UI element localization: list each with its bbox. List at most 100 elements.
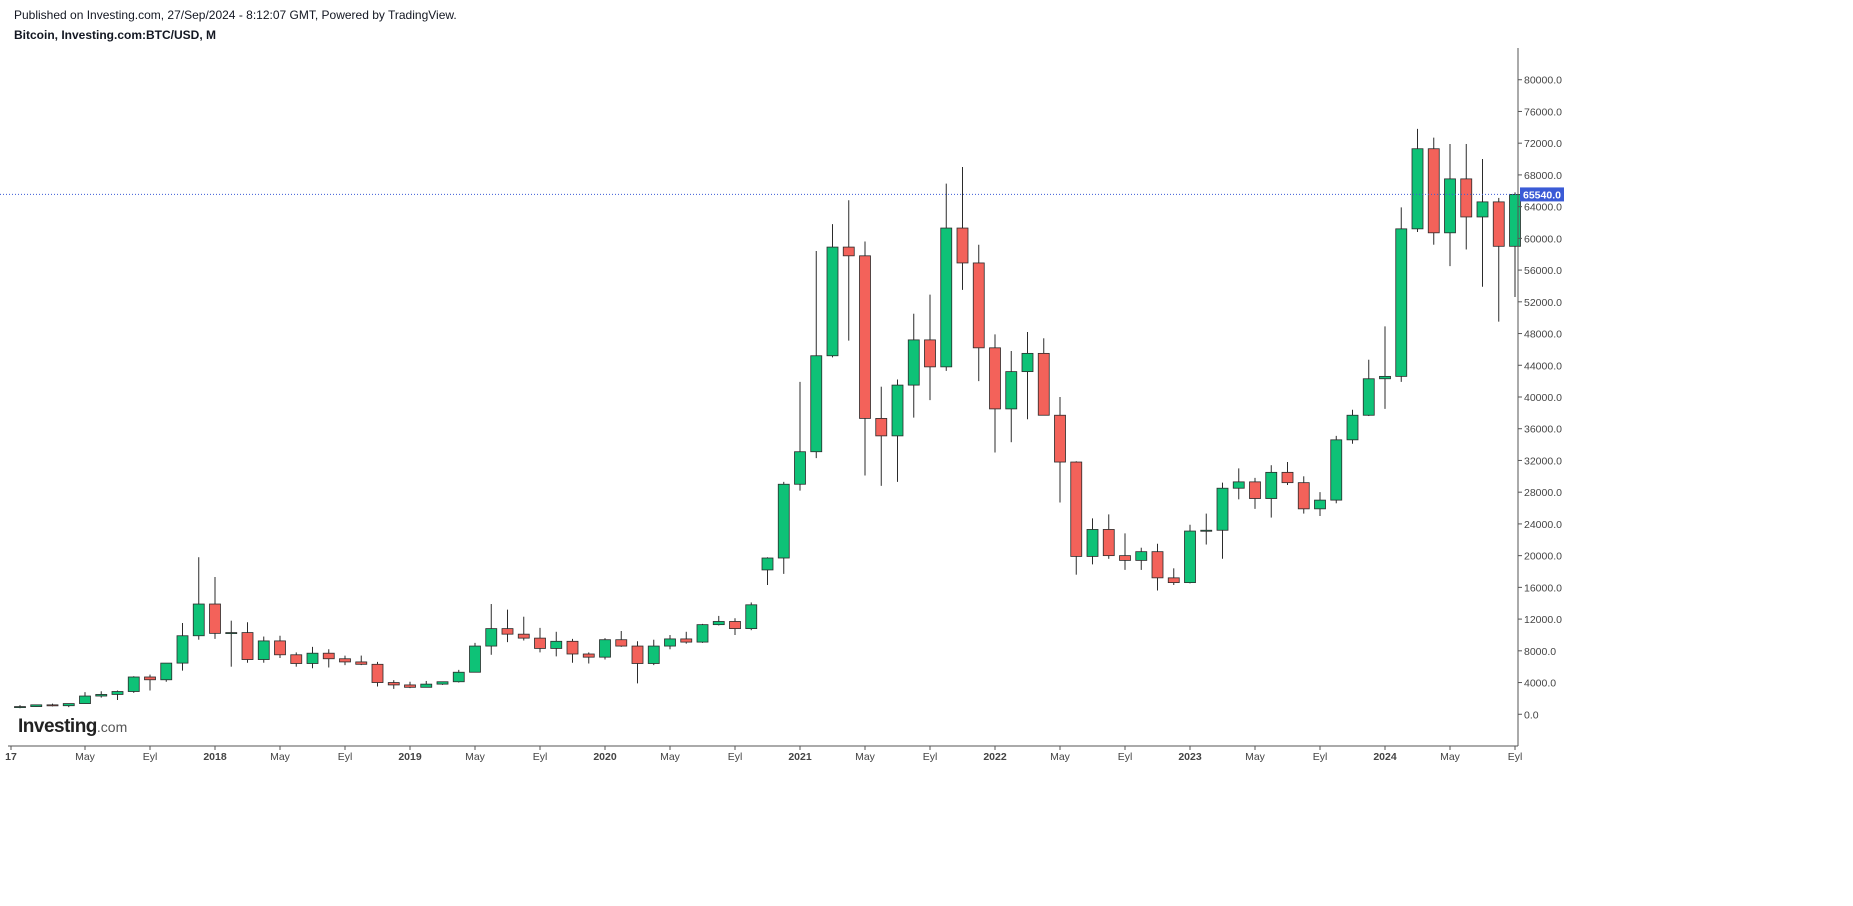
candle[interactable] — [566, 638, 579, 663]
candle[interactable] — [1346, 409, 1359, 444]
candle[interactable] — [1086, 518, 1099, 565]
candle[interactable] — [111, 690, 124, 700]
candle[interactable] — [712, 615, 725, 626]
candle-body-down — [46, 704, 59, 707]
candle[interactable] — [339, 655, 351, 666]
candle[interactable] — [30, 704, 43, 707]
candle[interactable] — [46, 703, 59, 707]
candle[interactable] — [387, 680, 400, 689]
candle[interactable] — [1330, 435, 1343, 504]
candle-body-up — [907, 339, 920, 386]
candle[interactable] — [647, 639, 660, 666]
candle[interactable] — [225, 620, 238, 667]
candle[interactable] — [534, 627, 546, 653]
candle[interactable] — [517, 616, 530, 641]
candle[interactable] — [940, 183, 953, 371]
candle[interactable] — [859, 241, 871, 476]
candle[interactable] — [1037, 338, 1050, 416]
candle[interactable] — [1005, 350, 1018, 443]
candle[interactable] — [696, 623, 709, 643]
candle[interactable] — [371, 661, 384, 687]
candle[interactable] — [1249, 477, 1261, 509]
candle[interactable] — [1054, 397, 1066, 503]
candle[interactable] — [322, 649, 335, 668]
y-tick-label: 64000.0 — [1524, 202, 1562, 214]
candle[interactable] — [1102, 514, 1115, 559]
candle[interactable] — [436, 681, 449, 685]
candle[interactable] — [1314, 492, 1326, 516]
candle[interactable] — [95, 691, 108, 698]
candle[interactable] — [79, 692, 91, 704]
candle[interactable] — [176, 623, 189, 671]
candle[interactable] — [1362, 359, 1375, 417]
candle[interactable] — [582, 652, 595, 664]
candle[interactable] — [127, 676, 140, 693]
candle[interactable] — [1281, 462, 1294, 486]
candle[interactable] — [144, 674, 156, 691]
candle[interactable] — [810, 251, 823, 459]
candle[interactable] — [1232, 468, 1245, 500]
candle[interactable] — [664, 634, 676, 650]
candle[interactable] — [1167, 568, 1180, 585]
candle[interactable] — [826, 224, 839, 358]
candle[interactable] — [274, 635, 286, 658]
candle[interactable] — [192, 557, 205, 640]
candle[interactable] — [1184, 524, 1196, 584]
candle[interactable] — [1444, 143, 1456, 267]
candle[interactable] — [680, 631, 693, 644]
candle[interactable] — [469, 642, 481, 673]
candle[interactable] — [615, 630, 628, 647]
candle[interactable] — [452, 669, 465, 683]
candle[interactable] — [1151, 543, 1164, 591]
x-tick-label: Eyl — [728, 751, 743, 763]
candle[interactable] — [420, 680, 433, 688]
candle[interactable] — [241, 622, 254, 663]
candle[interactable] — [924, 294, 936, 401]
candle[interactable] — [794, 381, 806, 491]
candle[interactable] — [62, 703, 75, 708]
candle[interactable] — [761, 557, 774, 585]
candle[interactable] — [550, 631, 563, 657]
candle[interactable] — [989, 334, 1001, 453]
candle[interactable] — [972, 244, 985, 382]
candle[interactable] — [290, 652, 303, 667]
candle[interactable] — [404, 681, 416, 689]
candle[interactable] — [875, 386, 888, 486]
candle[interactable] — [891, 379, 904, 482]
candle[interactable] — [842, 200, 855, 341]
candle-body-down — [566, 640, 579, 655]
candle[interactable] — [631, 641, 644, 684]
candle[interactable] — [1200, 513, 1213, 545]
candle[interactable] — [1216, 482, 1229, 559]
candle[interactable] — [745, 602, 758, 631]
candle[interactable] — [160, 662, 173, 682]
candle[interactable] — [1379, 326, 1391, 409]
candle[interactable] — [501, 609, 514, 643]
chart-header: Published on Investing.com, 27/Sep/2024 … — [14, 8, 457, 42]
candle[interactable] — [777, 481, 790, 574]
candle[interactable] — [1476, 159, 1489, 287]
candle[interactable] — [1460, 143, 1473, 250]
candle[interactable] — [485, 604, 498, 655]
candle[interactable] — [14, 705, 26, 709]
candle[interactable] — [907, 313, 920, 418]
candle[interactable] — [1021, 331, 1034, 420]
candle[interactable] — [1135, 547, 1148, 570]
candle[interactable] — [1411, 128, 1424, 233]
candle[interactable] — [1395, 207, 1408, 382]
candle[interactable] — [209, 577, 221, 639]
candle[interactable] — [1119, 533, 1131, 570]
candle[interactable] — [1427, 137, 1440, 245]
candle[interactable] — [599, 638, 611, 660]
candle[interactable] — [306, 646, 319, 669]
candle[interactable] — [1492, 197, 1505, 322]
candle[interactable] — [1297, 476, 1310, 514]
candle[interactable] — [729, 618, 741, 635]
candle[interactable] — [1509, 192, 1521, 298]
candle[interactable] — [257, 636, 270, 663]
candle[interactable] — [355, 655, 368, 666]
candle[interactable] — [1070, 461, 1083, 575]
candle[interactable] — [956, 166, 969, 290]
candle[interactable] — [1265, 465, 1278, 518]
